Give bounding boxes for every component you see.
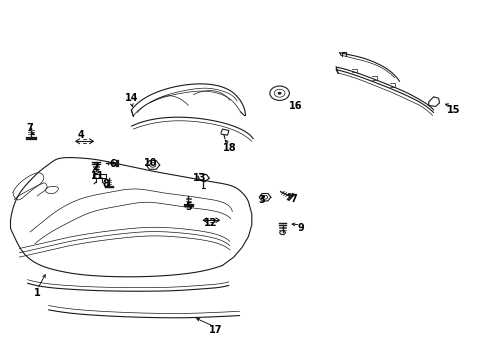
Text: 17: 17 — [208, 325, 222, 335]
Text: 13: 13 — [192, 173, 206, 183]
Text: 6: 6 — [109, 159, 116, 169]
Text: 15: 15 — [447, 105, 460, 115]
Text: 5: 5 — [184, 202, 191, 212]
Text: 7: 7 — [26, 123, 33, 133]
Text: 10: 10 — [144, 158, 157, 168]
Text: 12: 12 — [203, 218, 217, 228]
Text: 11: 11 — [90, 171, 104, 181]
Text: 14: 14 — [124, 93, 138, 103]
Text: 7: 7 — [289, 194, 296, 204]
Text: 16: 16 — [288, 102, 302, 112]
Text: 1: 1 — [34, 288, 41, 298]
Text: 9: 9 — [297, 224, 304, 233]
Text: 8: 8 — [102, 179, 109, 189]
Text: 18: 18 — [223, 143, 236, 153]
Text: 3: 3 — [258, 195, 264, 205]
Text: 4: 4 — [78, 130, 84, 140]
Circle shape — [277, 92, 281, 95]
Text: 2: 2 — [92, 162, 99, 172]
